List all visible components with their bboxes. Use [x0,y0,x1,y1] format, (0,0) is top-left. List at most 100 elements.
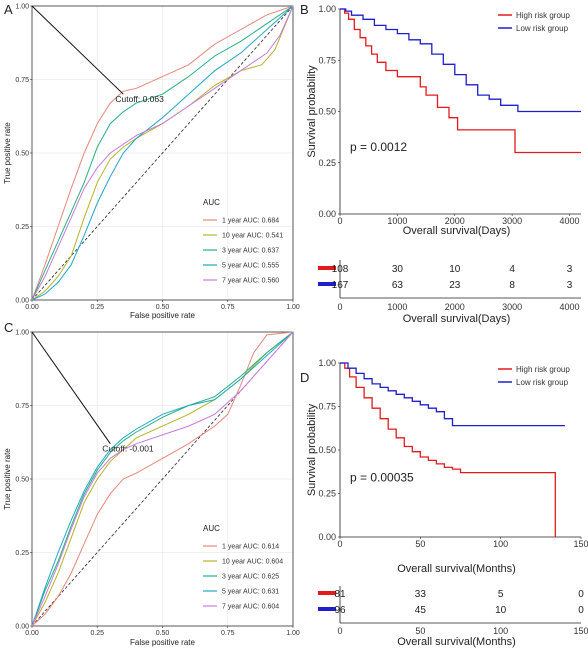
legend-label: Low risk group [516,378,569,387]
legend-label: 5 year AUC: 0.555 [222,263,279,270]
x-tick-label: 0.50 [156,304,170,311]
x-tick-label: 0.25 [90,630,104,637]
legend-label: High risk group [516,11,570,20]
legend-label: 1 year AUC: 0.684 [222,218,279,225]
legend-label: Low risk group [516,24,569,33]
x-tick-label: 1.00 [286,630,300,637]
survival-curve-1 [340,362,565,427]
x-axis-title: False positive rate [130,638,195,647]
x-axis-title: Overall survival(Days) [403,225,511,237]
y-tick-label: 0.50 [318,445,336,455]
legend-title: AUC [203,198,220,207]
risk-x-axis-title: Overall survival(Days) [403,313,511,325]
roc-panel-A: A Cutoff: 0.063 0.00 0.25 0.50 0.75 1.00 0.00 0.… [3,2,300,320]
p-value: p = 0.0012 [350,140,407,154]
x-tick-label: 50 [415,539,425,549]
y-tick-label: 1.00 [318,358,336,368]
risk-x-tick-label: 0 [337,302,342,312]
reference-diagonal [31,5,294,301]
risk-value: 8 [509,280,515,291]
p-value: p = 0.00035 [350,471,414,485]
legend-label: 10 year AUC: 0.604 [222,559,283,566]
legend-label: 1 year AUC: 0.614 [222,544,279,551]
risk-value: 33 [415,589,427,600]
km-panel-B: B 0.00 0.25 0.50 0.75 1.00 0 1000 2000 3000 4000 Ov… [300,2,581,325]
risk-x-tick-label: 0 [337,626,342,636]
risk-value: 10 [449,264,461,275]
y-tick-label: 0.50 [15,151,29,158]
y-axis-title: Survival probability [306,403,318,496]
legend-title: AUC [203,524,220,533]
y-tick-label: 0.25 [318,158,336,168]
risk-value: 63 [392,280,404,291]
legend-label: 7 year AUC: 0.604 [222,604,279,611]
roc-curve-4 [31,5,294,301]
legend-label: 3 year AUC: 0.625 [222,574,279,581]
risk-value: 3 [567,280,573,291]
x-axis-title: Overall survival(Months) [397,563,516,575]
cutoff-line [31,5,124,95]
x-tick-label: 1000 [387,216,407,226]
y-tick-label: 0.25 [318,489,336,499]
x-tick-label: 0.75 [221,304,235,311]
risk-x-tick-label: 100 [493,626,508,636]
x-tick-label: 0 [337,539,342,549]
y-tick-label: 1.00 [15,330,29,337]
cutoff-annotation: Cutoff: -0.001 [102,444,154,454]
roc-curve-3 [31,5,294,301]
legend-label: 5 year AUC: 0.631 [222,589,279,596]
x-tick-label: 0 [337,216,342,226]
y-tick-label: 0.00 [318,532,336,542]
y-tick-label: 0.00 [15,624,29,631]
risk-x-tick-label: 4000 [560,302,580,312]
risk-value: 45 [415,605,427,616]
y-tick-label: 0.75 [318,402,336,412]
panel-letter: D [300,370,309,385]
y-tick-label: 0.00 [318,209,336,219]
legend-label: 3 year AUC: 0.637 [222,248,279,255]
legend-label: 10 year AUC: 0.541 [222,233,283,240]
roc-curve-0 [31,5,294,301]
legend-label: High risk group [516,365,570,374]
x-tick-label: 0.00 [25,630,39,637]
y-tick-label: 0.50 [318,107,336,117]
risk-x-tick-label: 50 [415,626,425,636]
x-tick-label: 0.50 [156,630,170,637]
x-tick-label: 100 [493,539,508,549]
survival-curve-0 [340,362,556,537]
risk-value: 5 [498,589,504,600]
risk-value: 10 [495,605,507,616]
cutoff-line [31,331,111,445]
x-tick-label: 4000 [560,216,580,226]
risk-value: 3 [567,264,573,275]
cutoff-annotation: Cutoff: 0.063 [115,94,164,104]
y-tick-label: 0.25 [15,224,29,231]
roc-curve-3 [31,331,294,627]
y-tick-label: 0.75 [318,55,336,65]
roc-curve-2 [31,5,294,301]
risk-x-axis-title: Overall survival(Months) [397,636,516,648]
y-tick-label: 0.00 [15,298,29,305]
panel-letter: C [4,320,13,335]
x-tick-label: 0.00 [25,304,39,311]
legend-label: 7 year AUC: 0.560 [222,278,279,285]
y-axis-title: Survival probability [306,65,318,158]
risk-value: 0 [578,605,584,616]
x-tick-label: 2000 [445,216,465,226]
roc-curve-4 [31,331,294,627]
survival-curve-0 [340,8,581,154]
y-tick-label: 0.25 [15,550,29,557]
y-tick-label: 0.75 [15,77,29,84]
x-axis-title: False positive rate [130,311,195,320]
risk-value: 4 [509,264,515,275]
y-axis-title: True positive rate [3,448,12,510]
risk-value: 0 [578,589,584,600]
risk-x-tick-label: 2000 [445,302,465,312]
x-tick-label: 3000 [502,216,522,226]
risk-value: 23 [449,280,461,291]
panel-letter: A [4,2,13,17]
y-tick-label: 1.00 [15,4,29,11]
roc-curve-2 [31,331,294,627]
